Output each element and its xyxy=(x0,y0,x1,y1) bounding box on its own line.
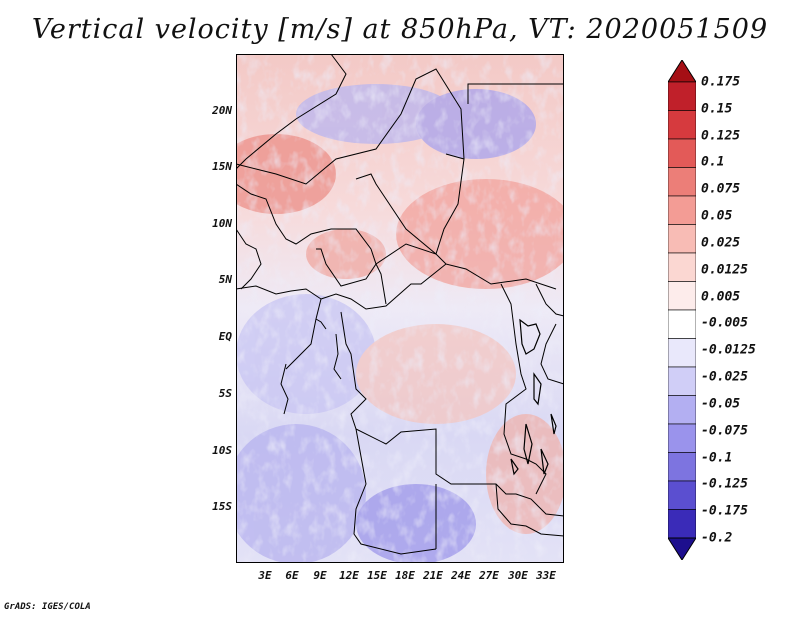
colorbar-tick-label: 0.05 xyxy=(701,208,733,224)
lon-label-15e: 15E xyxy=(367,569,387,582)
velocity-map xyxy=(236,54,564,563)
colorbar-cap-top xyxy=(668,60,696,83)
colorbar-tick-label: 0.175 xyxy=(701,74,741,90)
lon-label-24e: 24E xyxy=(451,569,471,582)
colorbar-tick-label: -0.025 xyxy=(701,369,748,385)
colorbar-tick-label: -0.05 xyxy=(701,396,741,412)
colorbar-bin xyxy=(668,138,696,168)
lat-label-15n: 15N xyxy=(212,160,232,173)
country-borders xyxy=(236,54,564,555)
lon-label-21e: 21E xyxy=(423,569,443,582)
lat-label-5n: 5N xyxy=(218,273,232,286)
lat-label-10s: 10S xyxy=(212,444,232,457)
colorbar-tick-label: 0.125 xyxy=(701,128,741,144)
colorbar-tick-label: -0.2 xyxy=(701,530,733,546)
colorbar-bin xyxy=(668,509,696,539)
lon-label-27e: 27E xyxy=(479,569,499,582)
colorbar-bin xyxy=(668,224,696,254)
colorbar-tick-label: 0.1 xyxy=(701,154,725,170)
lon-label-18e: 18E xyxy=(395,569,415,582)
lat-label-5s: 5S xyxy=(218,387,232,400)
colorbar-tick-label: 0.0125 xyxy=(701,262,748,278)
map-frame xyxy=(236,54,564,563)
lat-label-10n: 10N xyxy=(212,217,232,230)
colorbar-tick-label: -0.1 xyxy=(701,450,733,466)
colorbar-tick-label: 0.005 xyxy=(701,289,741,305)
colorbar-tick-label: 0.15 xyxy=(701,101,733,117)
colorbar-cap-bottom xyxy=(668,537,696,560)
colorbar-bin xyxy=(668,281,696,311)
lon-label-9e: 9E xyxy=(313,569,327,582)
colorbar-bin xyxy=(668,309,696,339)
colorbar-bin xyxy=(668,110,696,140)
colorbar-bin xyxy=(668,366,696,396)
lon-label-6e: 6E xyxy=(285,569,299,582)
plot-title: Vertical velocity [m/s] at 850hPa, VT: 2… xyxy=(31,14,769,45)
lat-label-20n: 20N xyxy=(212,104,232,117)
colorbar-bin xyxy=(668,395,696,425)
colorbar-bin xyxy=(668,252,696,282)
lat-label-eq: EQ xyxy=(218,330,232,343)
colorbar-bin xyxy=(668,81,696,111)
lakes xyxy=(510,318,557,476)
lon-label-3e: 3E xyxy=(258,569,272,582)
colorbar-bin xyxy=(668,423,696,453)
colorbar-tick-label: -0.075 xyxy=(701,423,748,439)
colorbar-tick-label: 0.025 xyxy=(701,235,741,251)
lon-label-30e: 30E xyxy=(508,569,528,582)
colorbar-bin xyxy=(668,167,696,197)
grads-credit: GrADS: IGES/COLA xyxy=(4,602,91,612)
colorbar-tick-label: -0.175 xyxy=(701,503,748,519)
colorbar-bin xyxy=(668,195,696,225)
field-noise xyxy=(236,54,564,563)
colorbar-bin xyxy=(668,480,696,510)
colorbar-tick-label: -0.0125 xyxy=(701,342,756,358)
colorbar-bin xyxy=(668,338,696,368)
colorbar xyxy=(668,60,696,560)
lon-label-12e: 12E xyxy=(339,569,359,582)
colorbar-bin xyxy=(668,452,696,482)
colorbar-tick-label: -0.125 xyxy=(701,476,748,492)
colorbar-tick-label: -0.005 xyxy=(701,315,748,331)
lat-label-15s: 15S xyxy=(212,500,232,513)
lon-label-33e: 33E xyxy=(536,569,556,582)
colorbar-tick-label: 0.075 xyxy=(701,181,741,197)
